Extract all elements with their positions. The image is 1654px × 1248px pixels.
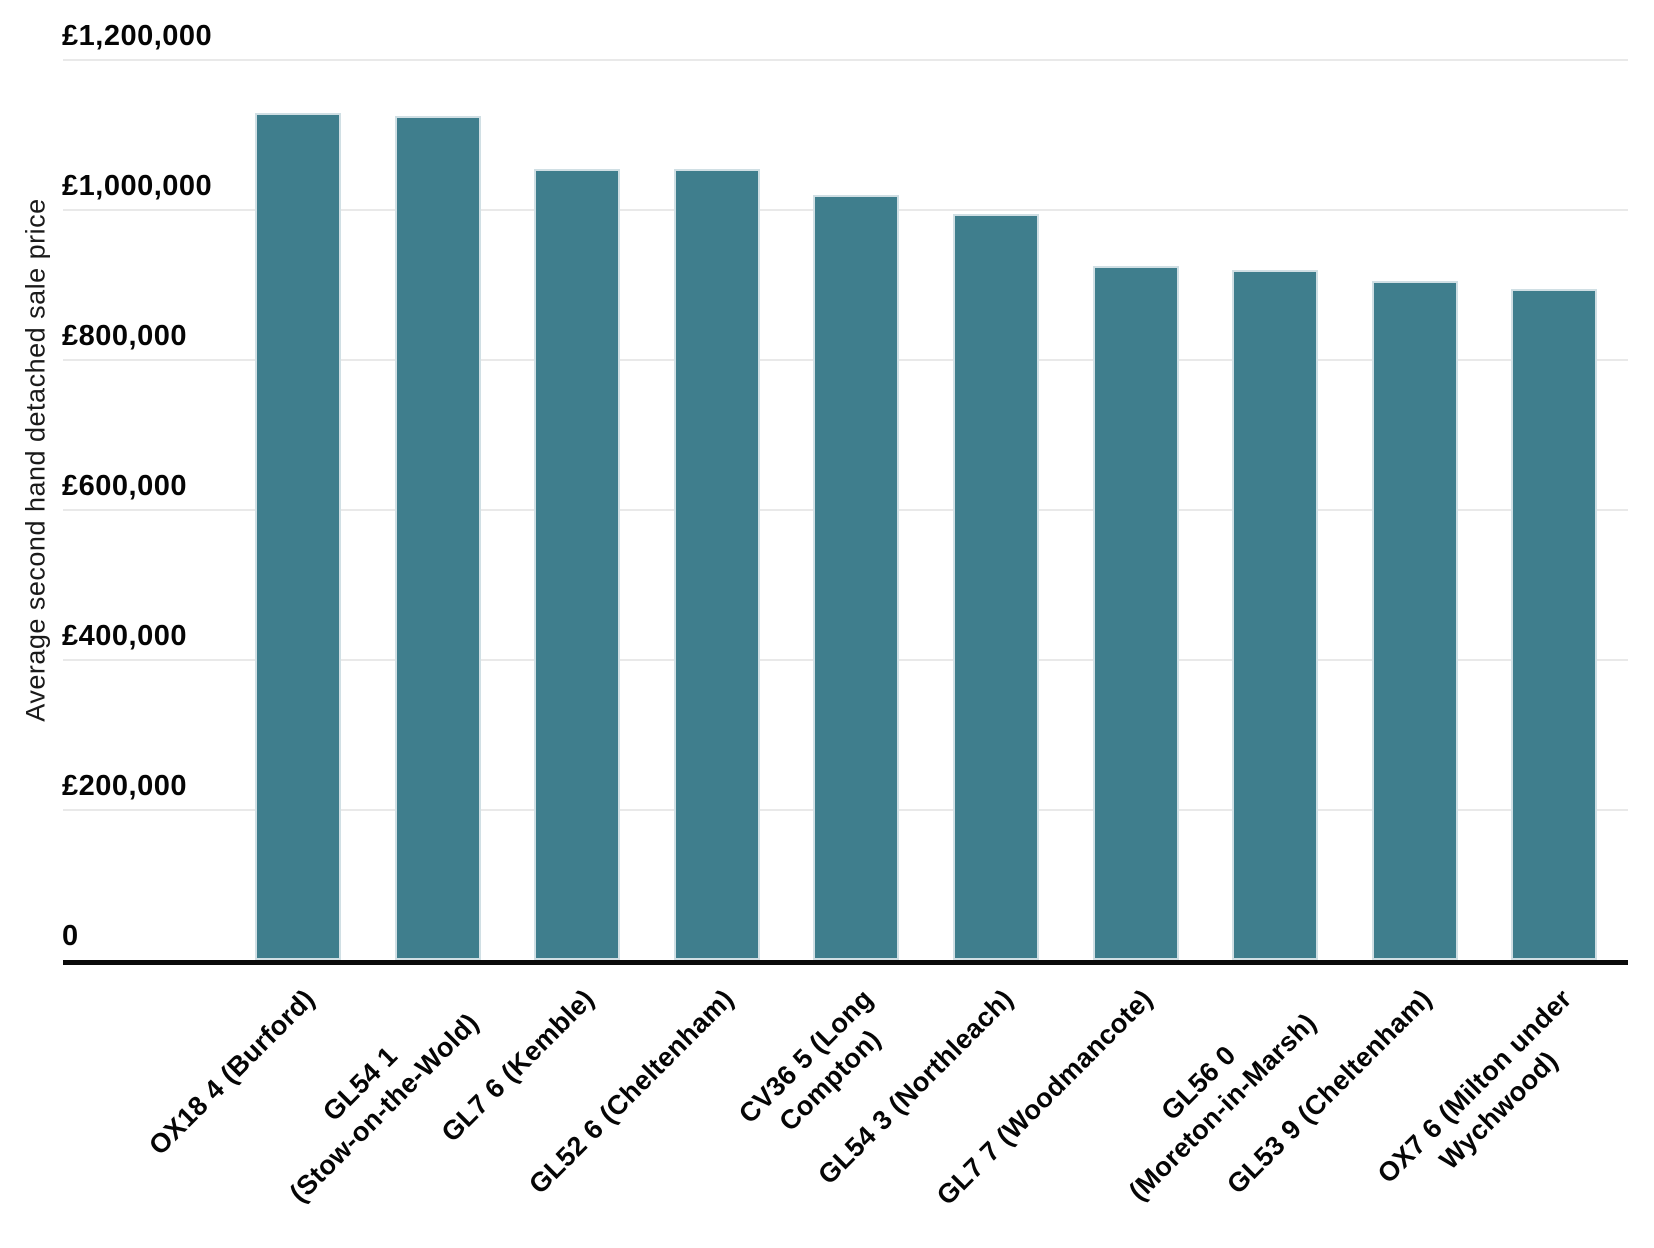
y-axis-title: Average second hand detached sale price: [20, 198, 51, 722]
y-tick-label-0: 0: [62, 920, 79, 952]
bar-9: [1371, 281, 1458, 960]
bar-2: [394, 116, 481, 960]
bar-1: [255, 112, 341, 960]
bar-7: [1092, 266, 1179, 960]
x-axis-line: [63, 960, 1628, 965]
y-tick-label-5: £1,000,000: [62, 170, 213, 202]
y-tick-label-2: £400,000: [62, 620, 187, 652]
y-tick-label-4: £800,000: [62, 320, 187, 352]
bar-3: [534, 168, 621, 960]
bar-10: [1511, 288, 1598, 960]
y-tick-label-3: £600,000: [62, 470, 187, 502]
y-tick-label-1: £200,000: [62, 770, 187, 802]
bar-4: [673, 168, 760, 960]
gridline-1200000: [63, 59, 1628, 61]
bar-5: [813, 195, 900, 960]
bar-6: [953, 213, 1039, 960]
bar-8: [1232, 270, 1319, 960]
y-tick-label-6: £1,200,000: [62, 20, 213, 52]
